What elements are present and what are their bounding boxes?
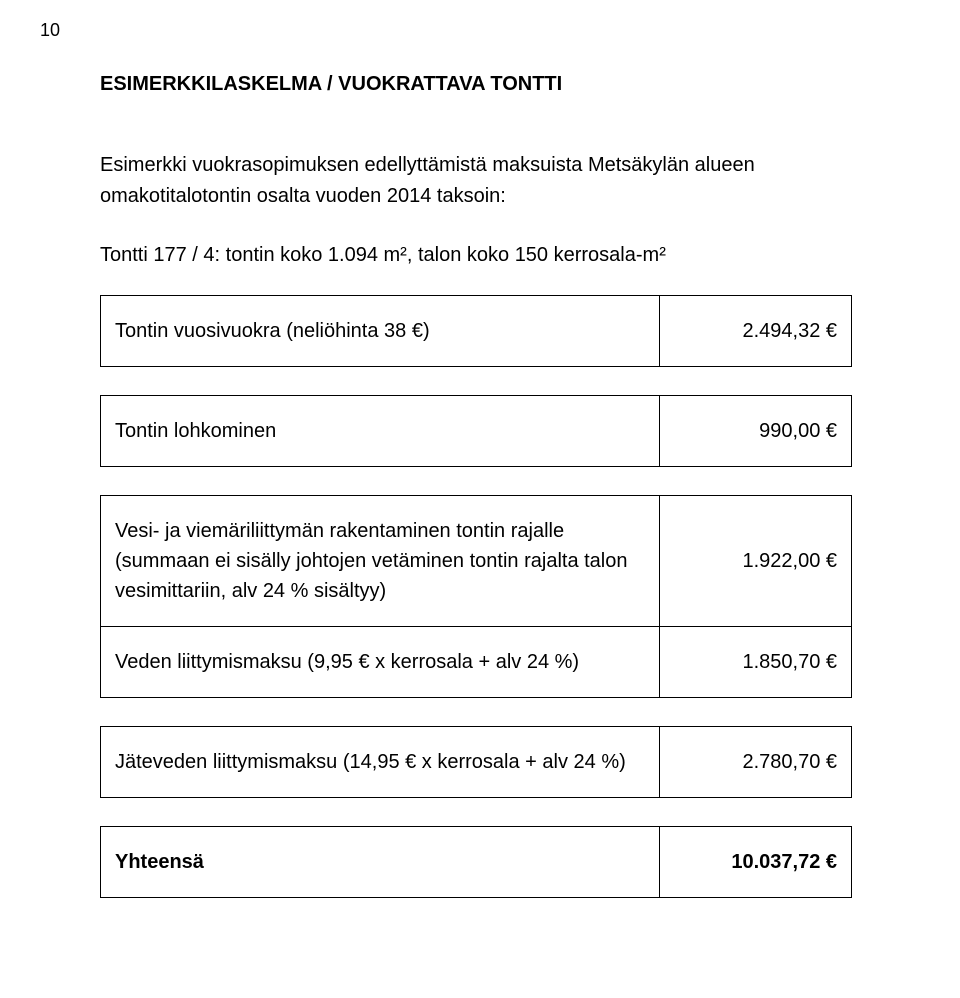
lot-info: Tontti 177 / 4: tontin koko 1.094 m², ta… <box>100 244 860 267</box>
table-row: Vesi- ja viemäriliittymän rakentaminen t… <box>101 496 852 627</box>
row-label: Vesi- ja viemäriliittymän rakentaminen t… <box>101 496 660 627</box>
parcelling-table: Tontin lohkominen 990,00 € <box>100 395 852 467</box>
cost-tables: Tontin vuosivuokra (neliöhinta 38 €) 2.4… <box>100 295 860 898</box>
total-table: Yhteensä 10.037,72 € <box>100 826 852 898</box>
row-value: 2.780,70 € <box>660 727 852 798</box>
row-value: 2.494,32 € <box>660 296 852 367</box>
table-row: Jäteveden liittymismaksu (14,95 € x kerr… <box>101 727 852 798</box>
wastewater-table: Jäteveden liittymismaksu (14,95 € x kerr… <box>100 726 852 798</box>
row-label: Tontin lohkominen <box>101 396 660 467</box>
table-row: Veden liittymismaksu (9,95 € x kerrosala… <box>101 627 852 698</box>
document-title: ESIMERKKILASKELMA / VUOKRATTAVA TONTTI <box>100 73 860 96</box>
annual-rent-table: Tontin vuosivuokra (neliöhinta 38 €) 2.4… <box>100 295 852 367</box>
row-value: 1.850,70 € <box>660 627 852 698</box>
row-label: Tontin vuosivuokra (neliöhinta 38 €) <box>101 296 660 367</box>
intro-paragraph: Esimerkki vuokrasopimuksen edellyttämist… <box>100 150 860 212</box>
page-number: 10 <box>40 20 860 41</box>
row-value: 990,00 € <box>660 396 852 467</box>
table-row: Yhteensä 10.037,72 € <box>101 827 852 898</box>
water-connection-table: Vesi- ja viemäriliittymän rakentaminen t… <box>100 495 852 698</box>
row-label: Veden liittymismaksu (9,95 € x kerrosala… <box>101 627 660 698</box>
table-row: Tontin vuosivuokra (neliöhinta 38 €) 2.4… <box>101 296 852 367</box>
table-row: Tontin lohkominen 990,00 € <box>101 396 852 467</box>
document-page: 10 ESIMERKKILASKELMA / VUOKRATTAVA TONTT… <box>0 0 960 998</box>
row-label: Jäteveden liittymismaksu (14,95 € x kerr… <box>101 727 660 798</box>
row-value: 1.922,00 € <box>660 496 852 627</box>
total-label: Yhteensä <box>101 827 660 898</box>
total-value: 10.037,72 € <box>660 827 852 898</box>
